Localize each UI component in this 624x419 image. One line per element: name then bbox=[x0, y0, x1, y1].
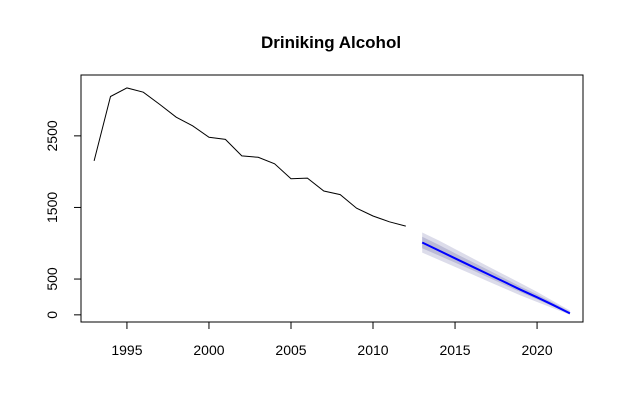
y-tick-label: 2500 bbox=[44, 120, 60, 151]
observed-series-line bbox=[93, 87, 406, 227]
x-tick-label: 2005 bbox=[275, 342, 306, 358]
x-tick-label: 2000 bbox=[193, 342, 224, 358]
y-tick-label: 0 bbox=[44, 311, 60, 319]
y-axis: 0 500 1500 2500 bbox=[44, 120, 82, 319]
series-lines bbox=[93, 87, 571, 315]
y-tick-label: 1500 bbox=[44, 192, 60, 223]
x-tick-label: 2010 bbox=[357, 342, 388, 358]
x-tick-label: 2020 bbox=[521, 342, 552, 358]
x-tick-label: 1995 bbox=[111, 342, 142, 358]
x-tick-label: 2015 bbox=[439, 342, 470, 358]
forecast-series-line bbox=[421, 241, 571, 315]
y-tick-label: 500 bbox=[44, 267, 60, 291]
x-axis: 1995 2000 2005 2010 2015 2020 bbox=[111, 321, 553, 358]
chart-title: Driniking Alcohol bbox=[261, 33, 401, 52]
